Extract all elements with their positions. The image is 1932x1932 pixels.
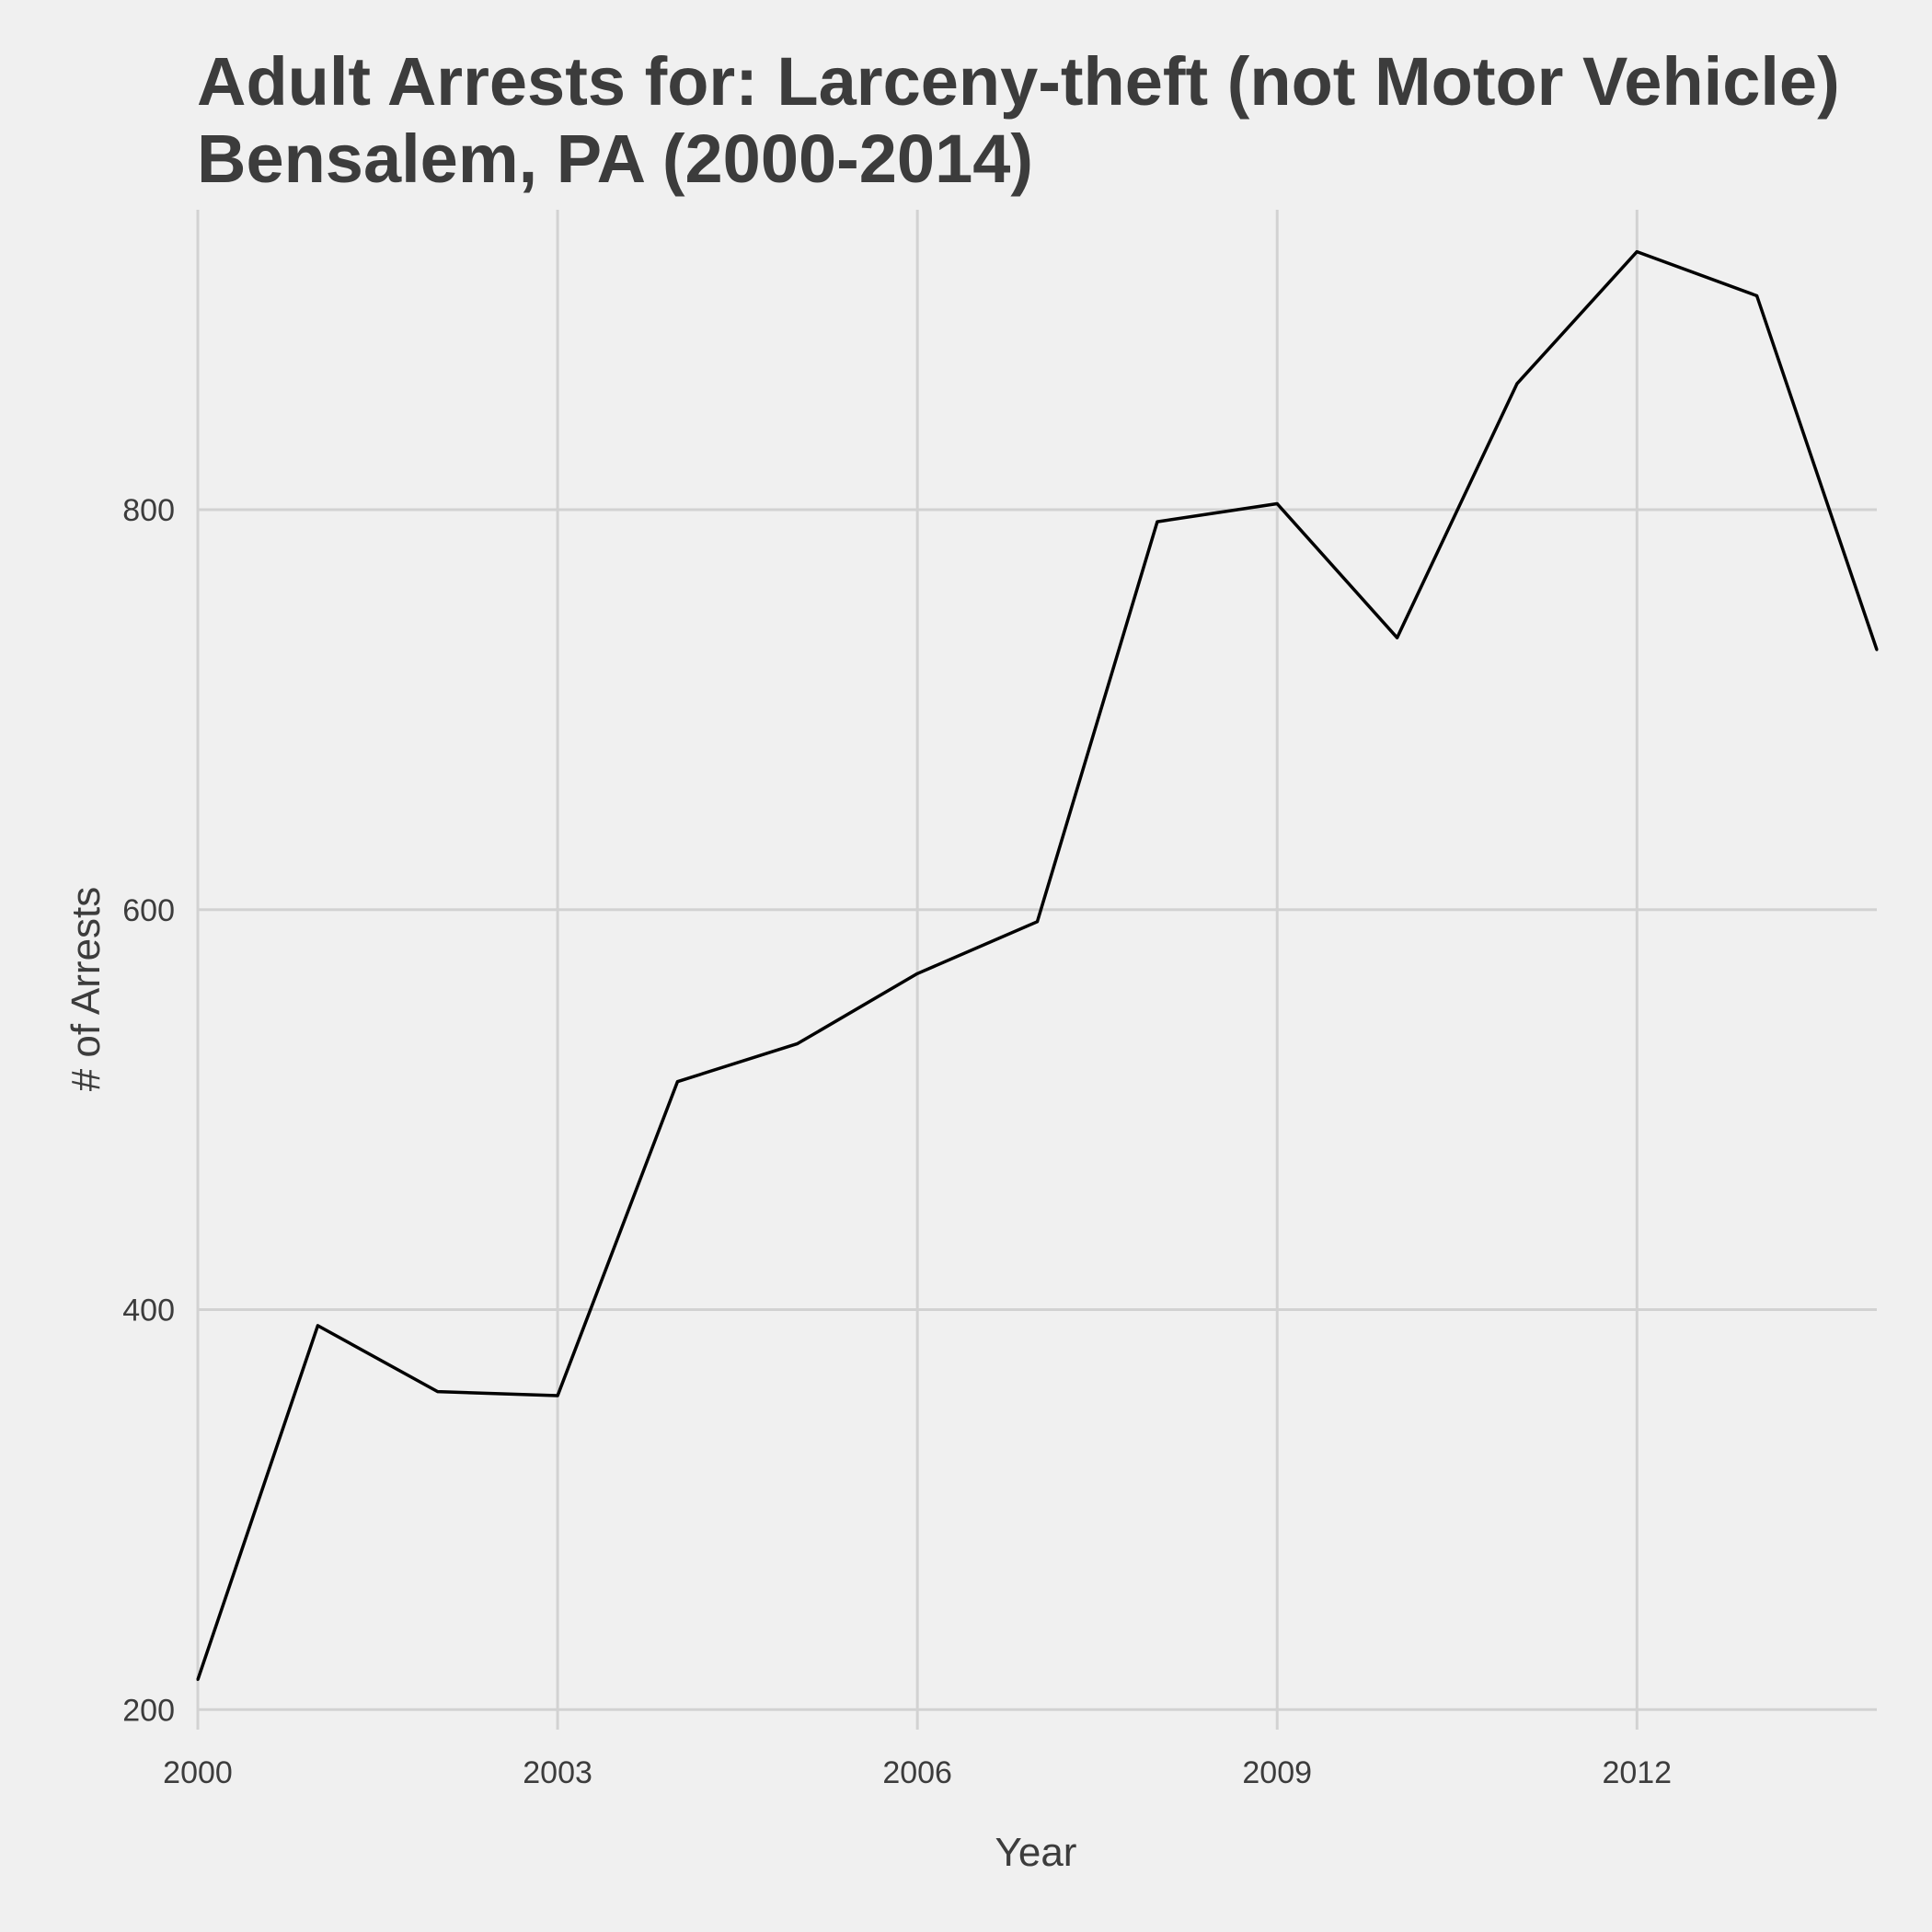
y-tick-label-400: 400	[122, 1294, 175, 1328]
data-point-2011	[1515, 382, 1519, 385]
x-tick-label-2012: 2012	[1602, 1755, 1672, 1790]
horizontal-gridlines	[198, 508, 1877, 1711]
chart-subtitle: Bensalem, PA (2000-2014)	[197, 121, 1033, 197]
y-tick-label-600: 600	[122, 893, 175, 928]
data-point-2001	[316, 1324, 319, 1328]
x-tick-label-2000: 2000	[163, 1755, 233, 1790]
data-point-2008	[1156, 520, 1159, 523]
series-layer	[196, 249, 1879, 1682]
x-tick-label-2003: 2003	[523, 1755, 592, 1790]
data-point-2006	[915, 972, 919, 975]
data-point-2005	[796, 1041, 799, 1045]
x-tick-label-2006: 2006	[882, 1755, 952, 1790]
data-point-2010	[1396, 636, 1399, 639]
data-point-2000	[196, 1678, 200, 1682]
y-axis-title: # of Arrests	[63, 887, 109, 1092]
x-axis-title: Year	[995, 1830, 1077, 1875]
data-point-2004	[675, 1080, 679, 1084]
vertical-gridlines	[196, 210, 1639, 1730]
x-tick-label-2009: 2009	[1242, 1755, 1312, 1790]
x-axis-tick-labels: 2000 2003 2006 2009 2012	[163, 1755, 1672, 1790]
data-point-2002	[436, 1390, 440, 1394]
y-axis-tick-labels: 200 400 600 800	[122, 493, 175, 1728]
data-point-2013	[1755, 293, 1759, 297]
y-tick-label-200: 200	[122, 1693, 175, 1728]
y-tick-label-800: 800	[122, 493, 175, 528]
data-point-2003	[556, 1394, 559, 1397]
data-point-2012	[1635, 250, 1639, 254]
data-point-2007	[1036, 920, 1039, 924]
data-point-2014	[1875, 648, 1879, 651]
data-point-2009	[1275, 502, 1279, 506]
chart-title: Adult Arrests for: Larceny-theft (not Mo…	[197, 43, 1840, 120]
